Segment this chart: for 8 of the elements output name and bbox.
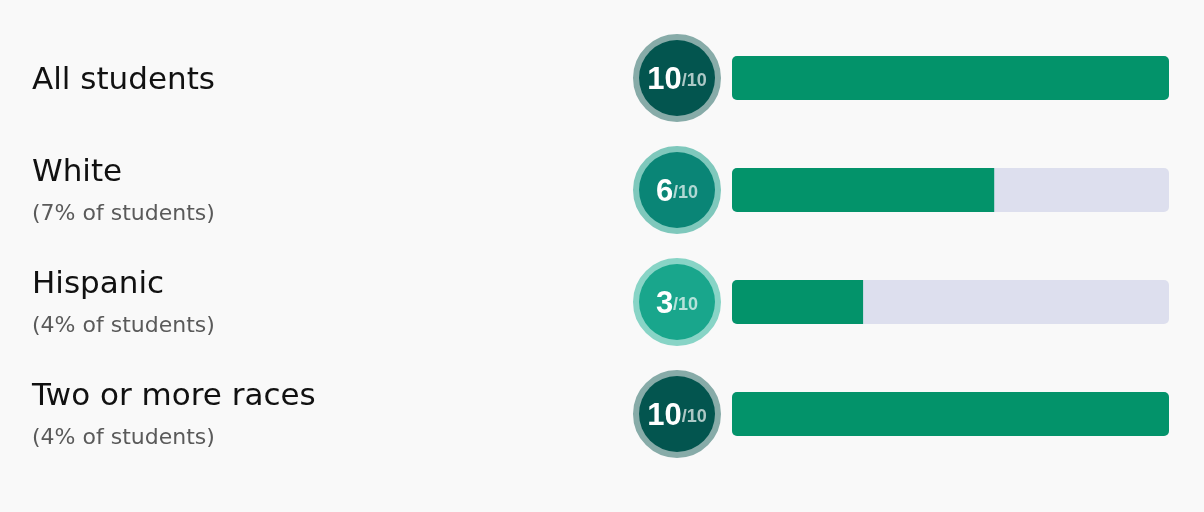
data-label: 3/10 [655, 284, 699, 320]
data-label: 6/10 [655, 172, 699, 208]
y-tick-label: White (7% of students) [32, 152, 215, 225]
y-tick-label: Two or more races (4% of students) [31, 376, 316, 449]
y-tick-label: Hispanic (4% of students) [32, 264, 215, 337]
data-label: 10/10 [647, 60, 707, 96]
y-tick-label: All students [32, 60, 215, 96]
data-label: 10/10 [647, 396, 707, 432]
